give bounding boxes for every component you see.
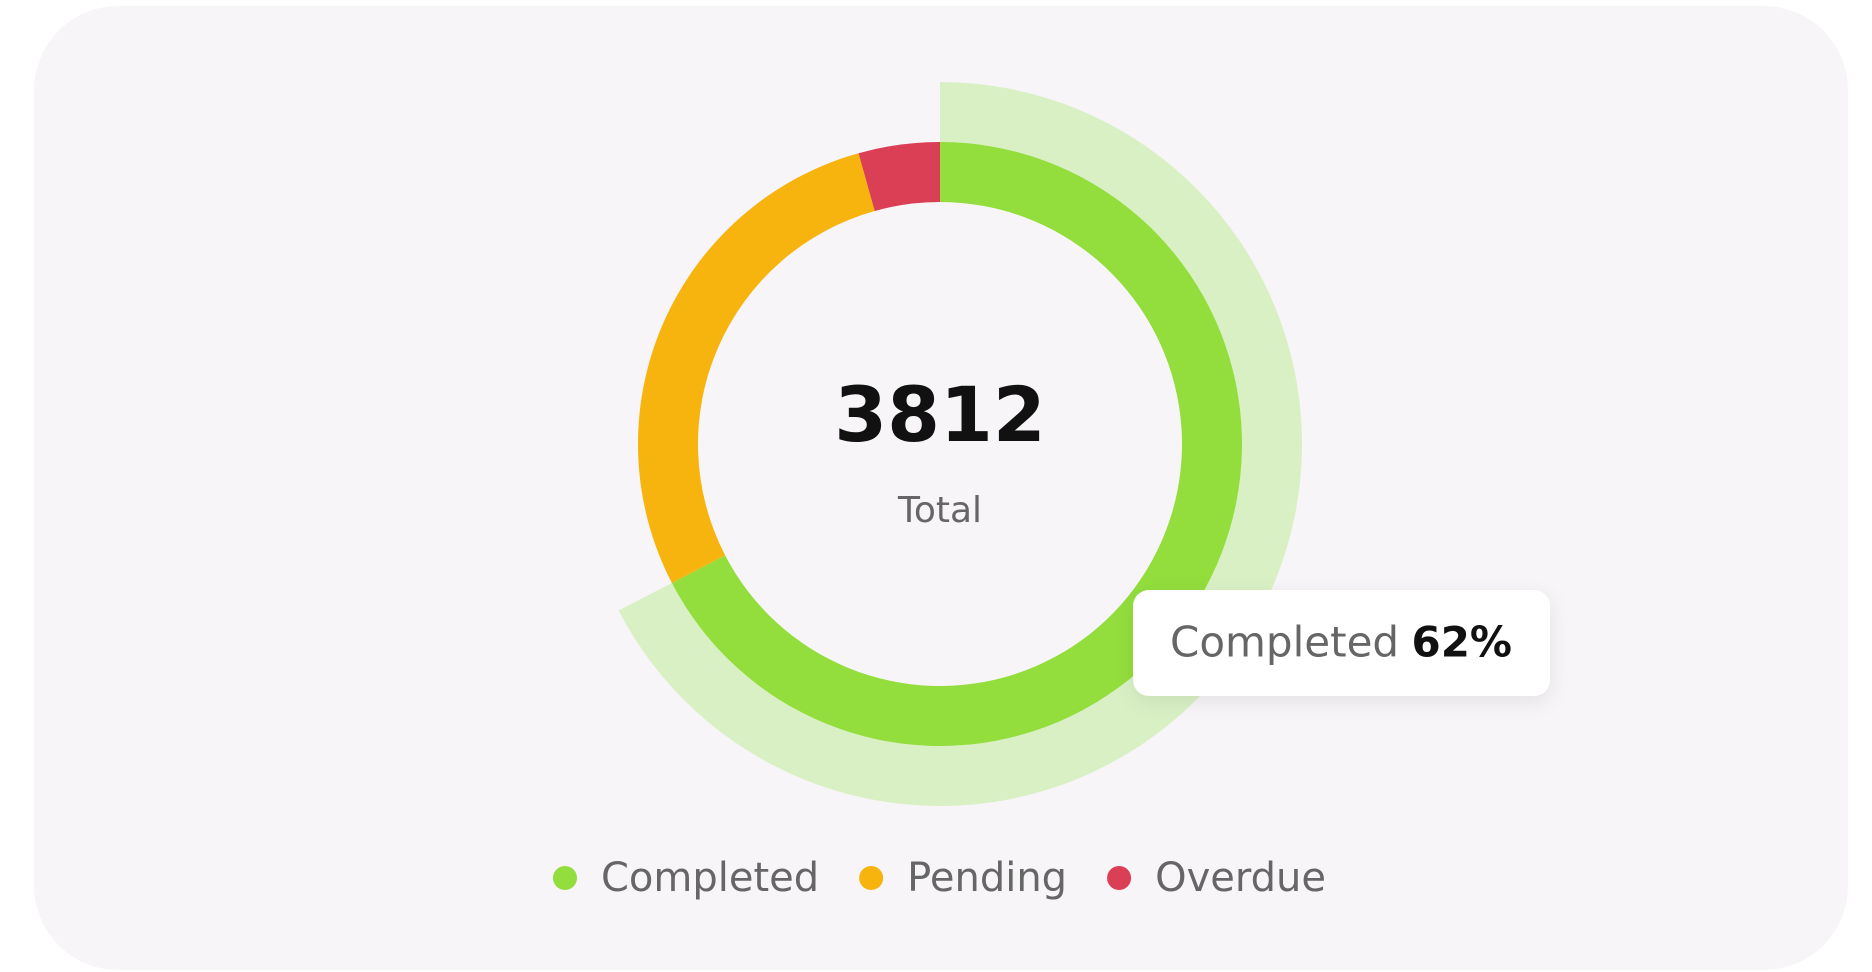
legend: Completed Pending Overdue	[553, 855, 1326, 901]
legend-dot	[1107, 866, 1132, 890]
tooltip	[1133, 590, 1550, 696]
legend-dot	[553, 866, 577, 890]
card	[34, 6, 1848, 970]
legend-label: Completed	[601, 855, 819, 901]
legend-dot	[859, 866, 884, 890]
legend-label: Overdue	[1155, 855, 1326, 901]
tooltip-box	[1133, 590, 1550, 696]
tooltip-value: 62%	[1411, 618, 1512, 667]
center-label: Total	[897, 490, 982, 531]
slice	[858, 142, 940, 211]
tooltip-name: Completed	[1170, 618, 1399, 667]
slice	[638, 153, 875, 583]
legend-label: Pending	[907, 855, 1067, 901]
donut	[618, 82, 1302, 806]
center-value: 3812	[834, 370, 1046, 459]
